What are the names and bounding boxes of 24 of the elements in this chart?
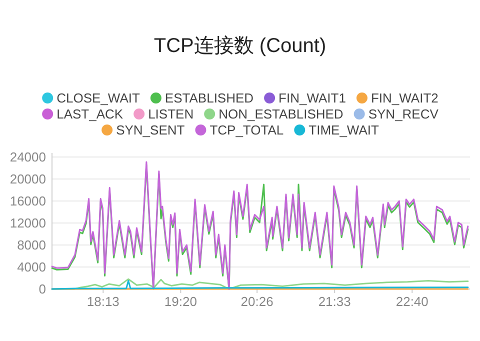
y-tick-label: 20000: [10, 172, 46, 186]
y-tick-label: 12000: [10, 216, 46, 230]
legend-label: CLOSE_WAIT: [56, 90, 140, 106]
legend-label: TIME_WAIT: [308, 122, 379, 138]
y-tick-label: 16000: [10, 194, 46, 208]
legend-label: LISTEN: [148, 106, 194, 122]
x-tick-label: 18:13: [86, 294, 120, 309]
x-tick-label: 20:26: [240, 294, 274, 309]
legend-label: SYN_RECV: [368, 106, 439, 122]
legend-label: FIN_WAIT2: [370, 90, 438, 106]
legend-label: SYN_SENT: [116, 122, 185, 138]
y-tick-label: 0: [38, 282, 46, 296]
x-tick-label: 22:40: [396, 294, 428, 309]
legend-label: FIN_WAIT1: [278, 90, 346, 106]
chart-title: TCP连接数 (Count): [154, 35, 326, 57]
legend-label: NON_ESTABLISHED: [218, 106, 344, 122]
legend-label: ESTABLISHED: [164, 90, 254, 106]
legend-label: LAST_ACK: [56, 106, 124, 122]
y-tick-label: 24000: [10, 150, 46, 164]
x-tick-label: 19:20: [164, 294, 197, 309]
y-tick-label: 4000: [17, 260, 46, 274]
y-tick-label: 8000: [17, 238, 46, 252]
x-tick-label: 21:33: [318, 294, 351, 309]
legend-label: TCP_TOTAL: [210, 122, 284, 138]
